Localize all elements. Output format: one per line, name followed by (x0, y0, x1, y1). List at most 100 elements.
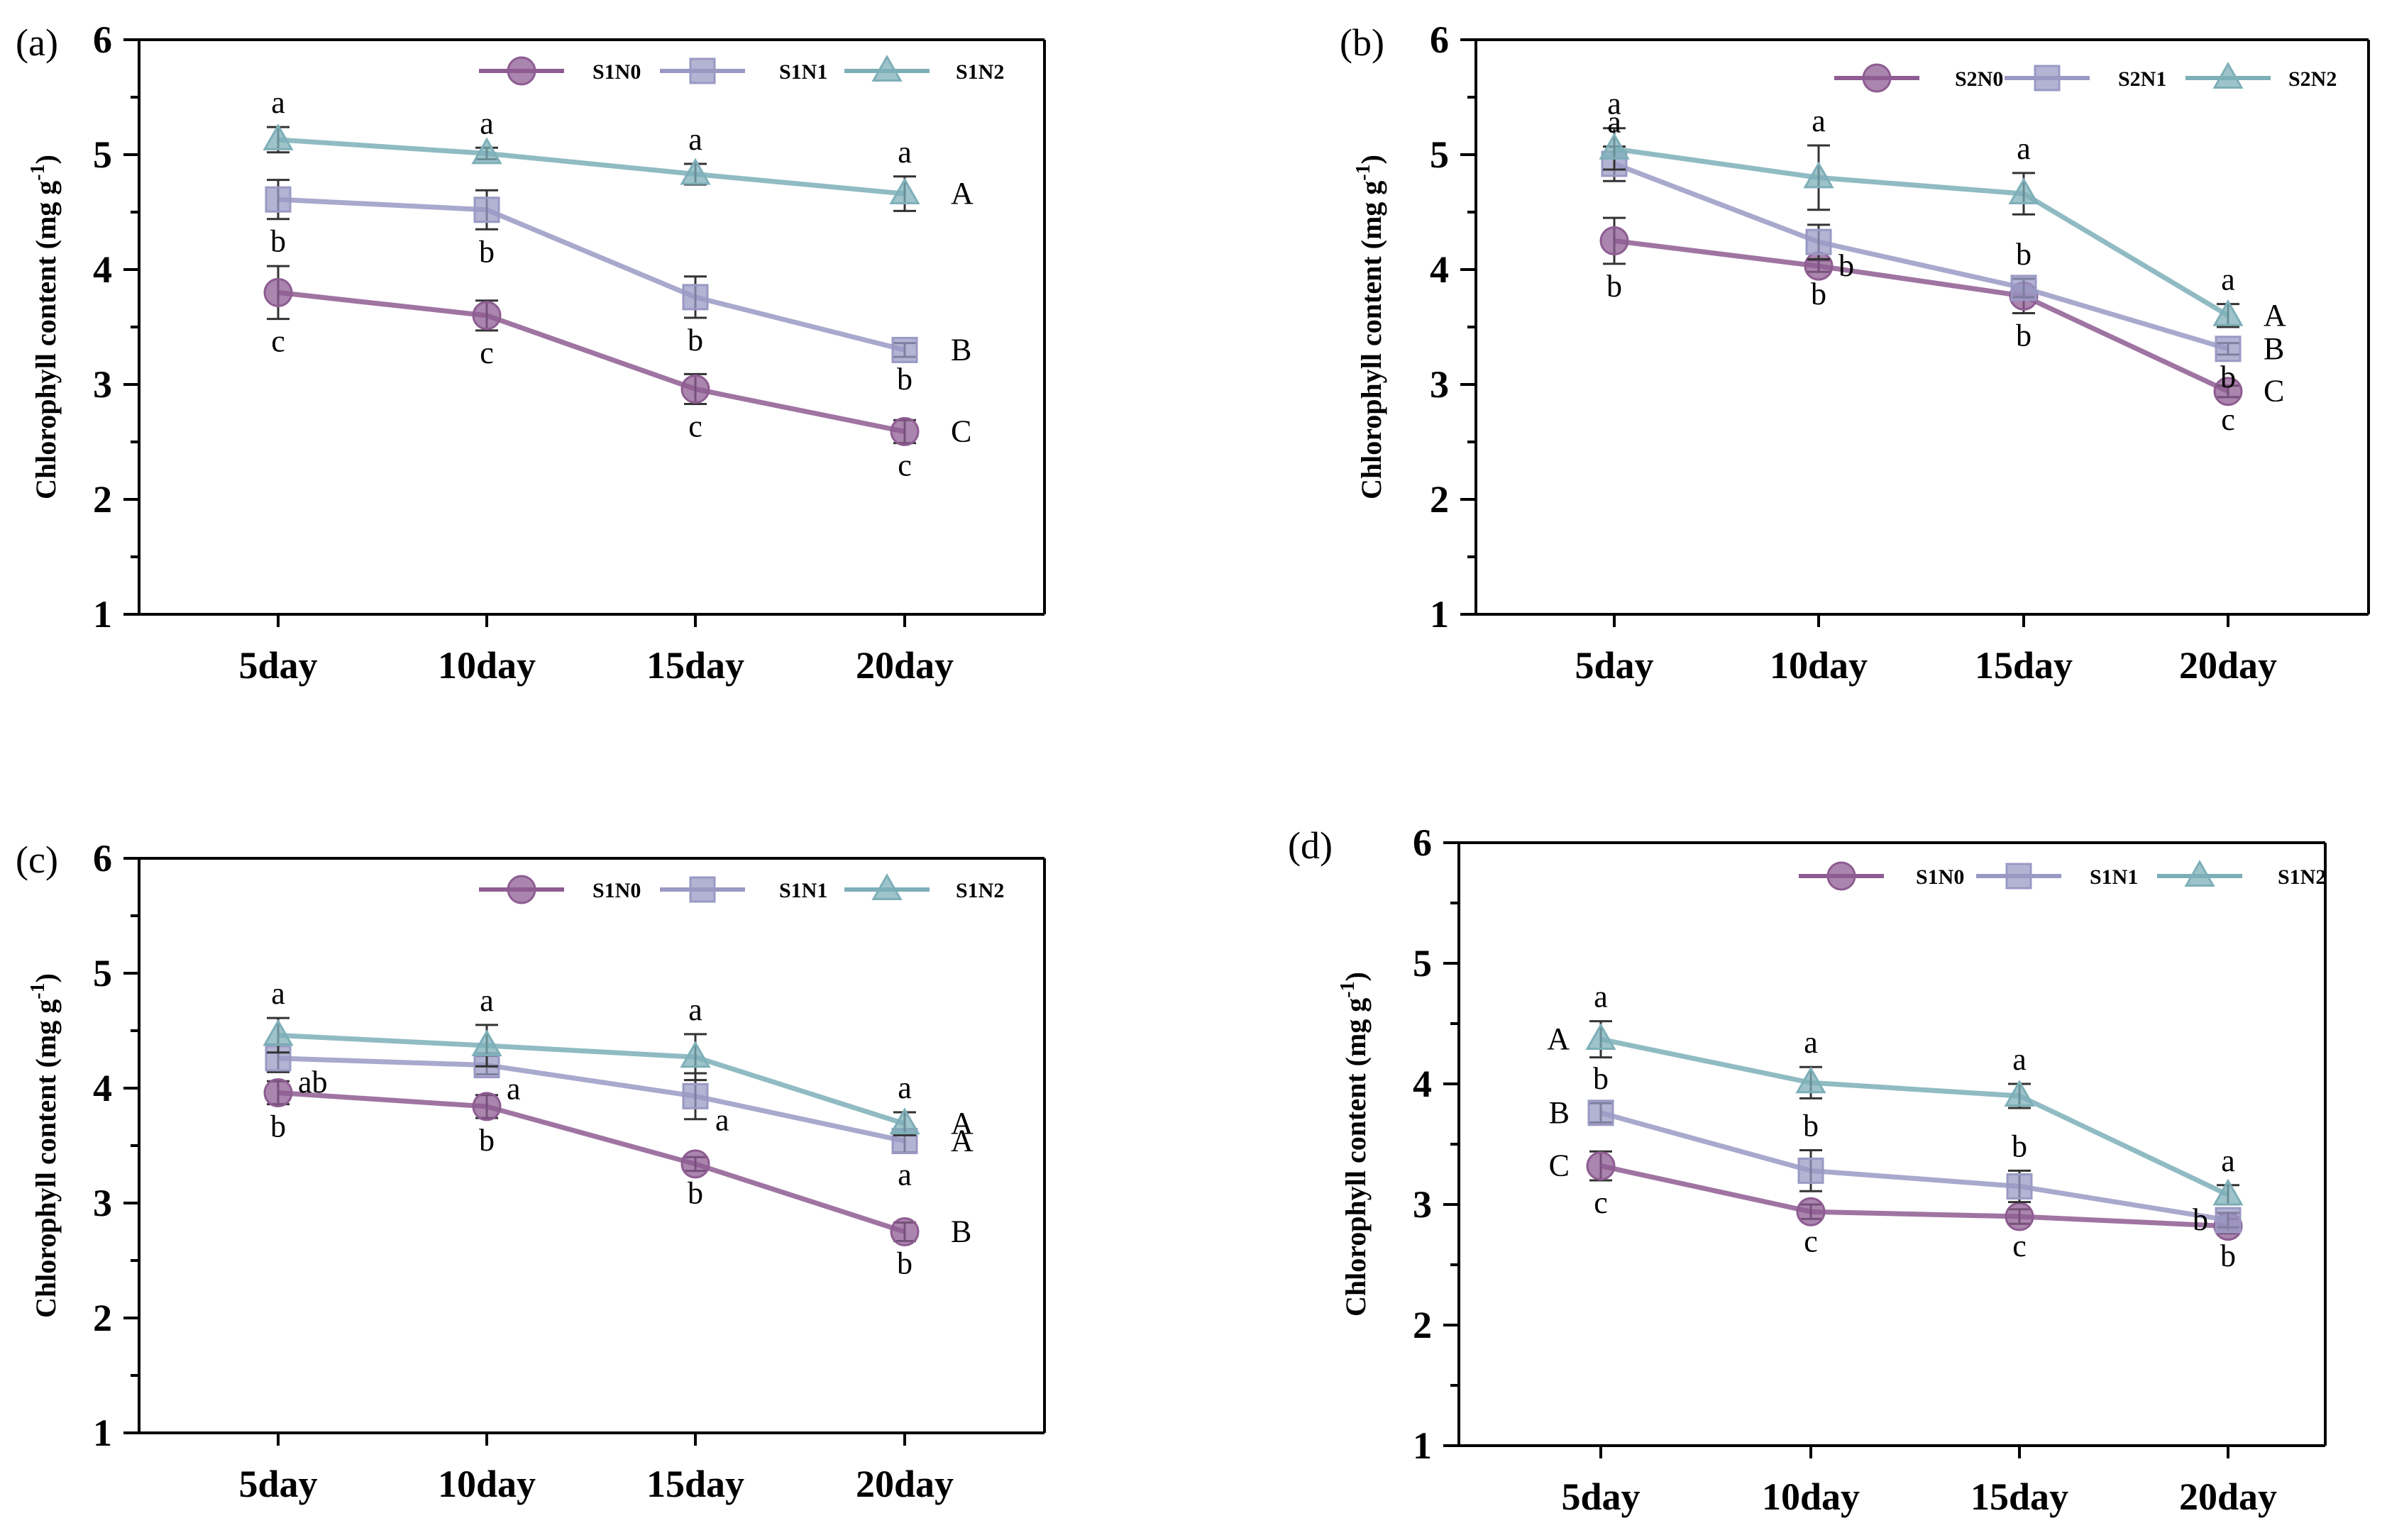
significance-letter: a (2221, 262, 2235, 297)
chart-panel-c: (c) 1 2 3 4 5 6 5day 10day 15day 20day Chlorophyll … (16, 837, 1046, 1505)
y-tick-label: 4 (93, 1067, 112, 1109)
chart-panel-d: (d) 1 2 3 4 5 6 5day 10day 15day 20day Chlorophyll … (1288, 821, 2327, 1518)
significance-letter: b (479, 1123, 495, 1158)
significance-letter: b (1606, 269, 1622, 304)
y-tick-label: 2 (1413, 1304, 1432, 1346)
data-point-square (2006, 1173, 2033, 1200)
group-letter: C (951, 414, 971, 448)
legend-marker-circle (1862, 63, 1892, 93)
data-point-triangle (2212, 1178, 2244, 1206)
significance-letter: b (479, 234, 495, 269)
y-tick-label: 5 (93, 952, 112, 995)
significance-letter: b (2016, 318, 2032, 353)
data-point-triangle (889, 1107, 920, 1135)
significance-letter: b (688, 323, 703, 358)
x-tick-label: 5day (1561, 1475, 1640, 1518)
chart-panel-a: (a) 1 2 3 4 5 6 5day 10day 15day 20day Chlorophyll … (16, 18, 1046, 687)
significance-letter: c (271, 324, 285, 359)
y-tick-label: 3 (1430, 363, 1449, 406)
data-point-triangle (2004, 1080, 2035, 1107)
y-tick-label: 1 (1430, 593, 1449, 636)
data-point-triangle (2212, 299, 2244, 326)
legend-label: S2N0 (1955, 67, 2003, 91)
y-axis-label-close: ) (30, 973, 62, 982)
y-tick-label: 6 (1430, 18, 1449, 61)
legend-label: S1N1 (779, 879, 827, 902)
data-point-square (2010, 275, 2037, 301)
significance-letter: c (2221, 402, 2235, 437)
significance-letter: a (480, 983, 494, 1018)
data-point-square (473, 196, 500, 223)
data-point-triangle (680, 157, 711, 185)
significance-letter: a (898, 1158, 912, 1192)
y-tick-label: 5 (1430, 133, 1449, 176)
significance-letter: a (1607, 87, 1621, 121)
data-point-triangle (1585, 1023, 1616, 1051)
y-tick-label: 1 (1413, 1424, 1432, 1467)
significance-letter: c (1594, 1185, 1608, 1220)
y-axis-label: Chlorophyll content (mg g-1) (1337, 972, 1372, 1317)
series-line (1613, 161, 2229, 352)
legend-marker-circle (1826, 861, 1856, 891)
data-point-circle (1586, 1151, 1616, 1181)
data-point-square (2215, 336, 2242, 362)
data-point-circle (472, 301, 502, 331)
y-axis-label-close: ) (30, 155, 62, 164)
significance-letter: c (2012, 1229, 2027, 1263)
data-point-circle (890, 416, 920, 446)
data-point-square (1587, 1099, 1614, 1126)
significance-letter: a (688, 992, 702, 1027)
data-point-circle (263, 1078, 293, 1107)
x-tick-label: 10day (438, 644, 536, 687)
data-point-triangle (263, 1019, 294, 1046)
group-letter: B (951, 1214, 971, 1249)
x-tick-label: 20day (2179, 1475, 2277, 1518)
legend-label: S1N1 (2090, 865, 2138, 889)
significance-letter: b (2193, 1202, 2208, 1237)
significance-letter: c (898, 448, 912, 483)
significance-letter: a (271, 85, 285, 120)
legend-marker-triangle (871, 873, 903, 900)
legend-marker-square (2034, 65, 2061, 92)
significance-letter: ab (298, 1065, 328, 1099)
y-tick-label: 1 (93, 1412, 112, 1454)
significance-letter: a (2017, 131, 2031, 166)
y-axis-label-superscript: -1 (1337, 981, 1359, 997)
x-tick-label: 5day (1575, 644, 1653, 687)
y-axis-label-close: ) (1355, 155, 1387, 164)
data-point-square (1797, 1157, 1824, 1184)
series-line (1614, 238, 2229, 394)
significance-letter: c (688, 409, 702, 444)
group-letter: A (951, 176, 974, 211)
legend-marker-square (2005, 863, 2032, 890)
significance-letter: a (2012, 1042, 2027, 1077)
x-tick-label: 15day (646, 1463, 744, 1505)
data-point-square (891, 336, 918, 363)
series-line (277, 196, 905, 353)
series-line (277, 1032, 906, 1126)
data-point-triangle (680, 1041, 711, 1068)
y-tick-label: 4 (93, 248, 112, 291)
significance-letter: a (2221, 1143, 2235, 1178)
group-letter: C (2264, 374, 2284, 409)
data-point-square (682, 284, 709, 311)
significance-letter: b (897, 1246, 913, 1280)
y-axis-label-text: Chlorophyll content (mg g (1340, 998, 1372, 1317)
y-axis-label-superscript: -1 (27, 164, 49, 180)
y-tick-label: 2 (93, 1297, 112, 1339)
y-tick-label: 5 (93, 133, 112, 176)
y-axis-label-text: Chlorophyll content (mg g (30, 181, 62, 499)
group-letter: A (951, 1106, 974, 1141)
y-tick-label: 4 (1413, 1063, 1432, 1105)
legend-marker-circle (507, 875, 536, 904)
significance-letter: b (270, 224, 286, 259)
x-tick-label: 10day (1770, 644, 1868, 687)
panel-label: (d) (1288, 824, 1333, 867)
significance-letter: b (2016, 237, 2032, 272)
group-letter: A (2264, 298, 2286, 333)
y-axis-label-text: Chlorophyll content (mg g (1355, 181, 1387, 499)
legend-label: S1N2 (2278, 865, 2326, 889)
data-point-circle (2213, 377, 2243, 406)
y-tick-label: 6 (1413, 821, 1432, 864)
